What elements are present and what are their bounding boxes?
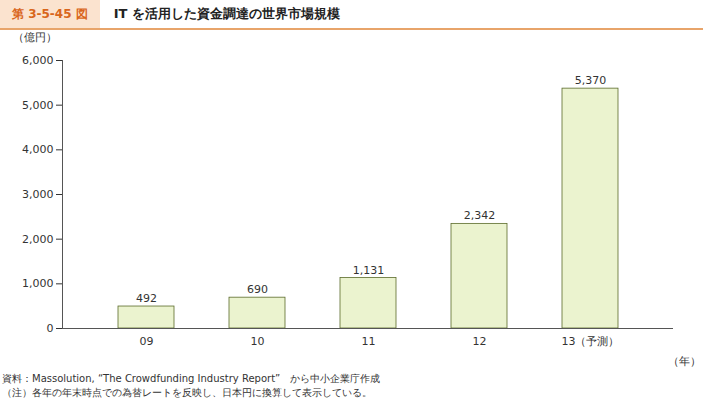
svg-text:690: 690	[247, 283, 268, 296]
svg-text:（億円）: （億円）	[13, 31, 57, 44]
svg-text:1,131: 1,131	[353, 264, 385, 277]
svg-text:12: 12	[473, 335, 487, 348]
svg-text:5,370: 5,370	[575, 74, 607, 87]
svg-text:3,000: 3,000	[22, 188, 54, 201]
html-text:第 3-5-45 図: 第 3-5-45 図	[12, 7, 88, 21]
svg-text:2,000: 2,000	[22, 233, 54, 246]
svg-text:5,000: 5,000	[22, 99, 54, 112]
svg-text:1,000: 1,000	[22, 277, 54, 290]
svg-text:4,000: 4,000	[22, 143, 54, 156]
svg-text:2,342: 2,342	[464, 209, 496, 222]
svg-text:10: 10	[251, 335, 265, 348]
svg-text:09: 09	[140, 335, 154, 348]
html-text:IT を活用した資金調達の世界市場規模: IT を活用した資金調達の世界市場規模	[113, 6, 340, 21]
svg-text:492: 492	[136, 292, 157, 305]
svg-text:11: 11	[362, 335, 376, 348]
html-text:（注）各年の年末時点での為替レートを反映し、日本円に換算して: （注）各年の年末時点での為替レートを反映し、日本円に換算して表示している。	[2, 387, 372, 398]
svg-text:13（予測）: 13（予測）	[562, 335, 620, 348]
svg-text:0: 0	[47, 322, 54, 335]
svg-text:6,000: 6,000	[22, 54, 54, 67]
html-text:資料：Massolution, “The Crowdfund: 資料：Massolution, “The Crowdfunding Indust…	[2, 373, 381, 384]
svg-text:（年）: （年）	[668, 355, 701, 368]
